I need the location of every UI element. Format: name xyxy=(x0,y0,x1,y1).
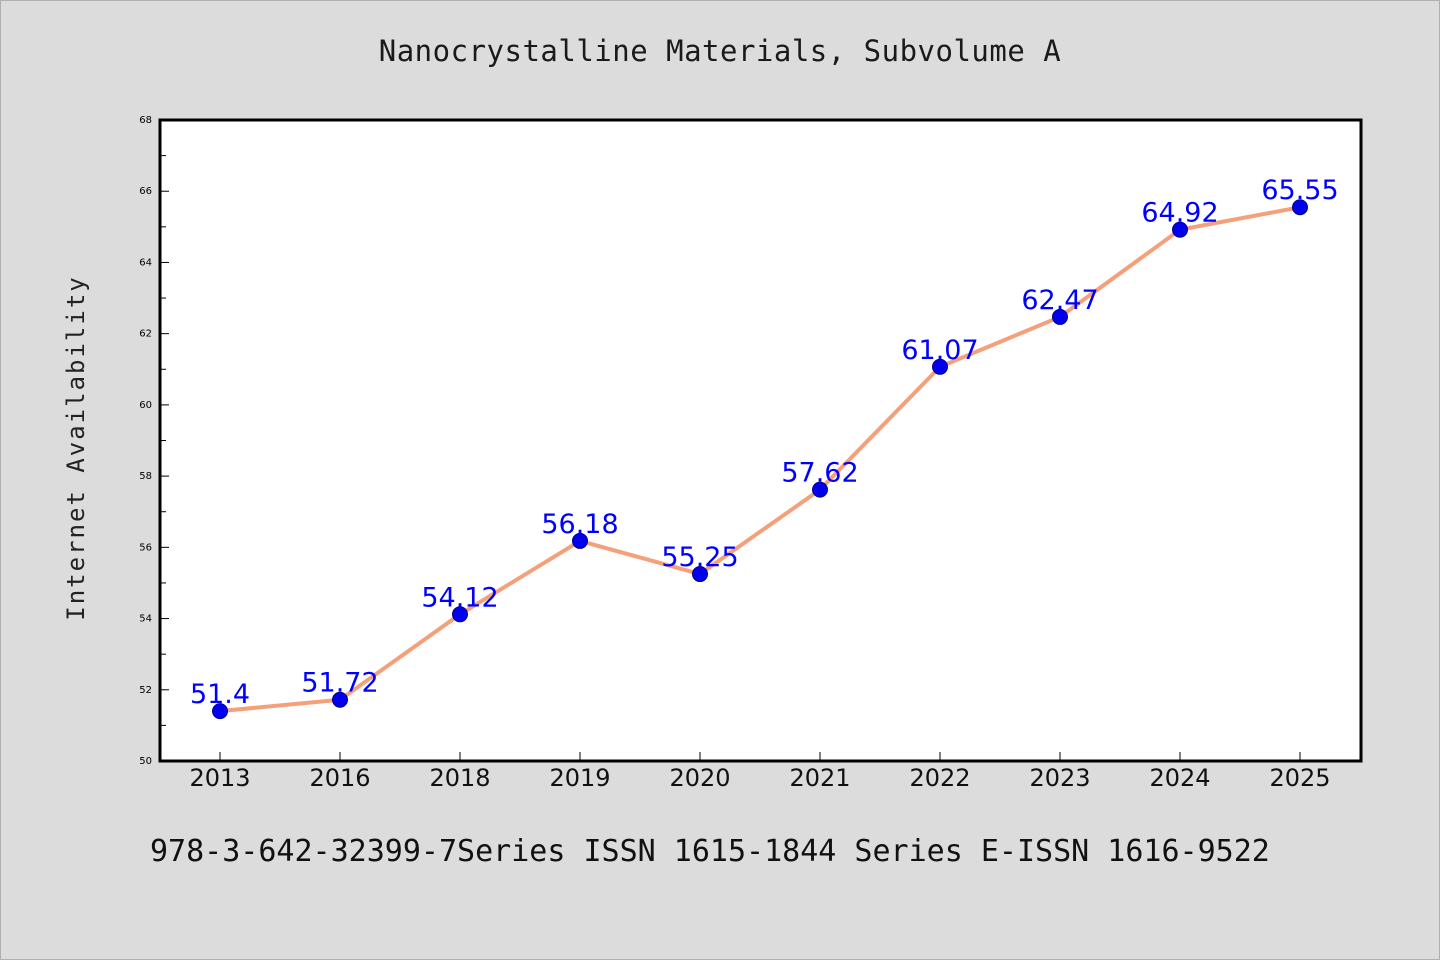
data-label: 65.55 xyxy=(1261,175,1338,206)
data-point xyxy=(572,532,588,549)
x-tick-label: 2016 xyxy=(309,764,370,792)
y-tick-label: 66 xyxy=(139,186,152,197)
data-label: 61.07 xyxy=(901,335,978,366)
series-line xyxy=(219,205,1301,714)
data-point xyxy=(1052,308,1068,325)
x-tick-label: 2019 xyxy=(549,764,610,792)
x-tick-label: 2023 xyxy=(1029,764,1090,792)
data-label: 51.72 xyxy=(301,668,378,699)
x-tick-label: 2020 xyxy=(669,764,730,792)
data-label: 55.25 xyxy=(661,542,738,573)
y-tick-label: 60 xyxy=(139,400,152,411)
data-point xyxy=(932,358,948,375)
y-tick-label: 56 xyxy=(139,542,152,553)
data-label: 54.12 xyxy=(421,582,498,613)
x-tick-label: 2018 xyxy=(429,764,490,792)
x-tick-label: 2013 xyxy=(189,764,250,792)
data-label: 64.92 xyxy=(1141,198,1218,229)
y-axis: 50 52 54 56 58 60 62 64 66 68 xyxy=(139,115,169,767)
x-tick-label: 2024 xyxy=(1149,764,1210,792)
y-tick-label: 50 xyxy=(139,756,152,767)
data-label: 56.18 xyxy=(541,509,618,540)
data-label: 62.47 xyxy=(1021,285,1098,316)
data-point xyxy=(692,566,708,583)
data-point xyxy=(1292,199,1308,216)
x-tick-label: 2021 xyxy=(789,764,850,792)
x-axis: 2013 2016 2018 2019 2020 2021 2022 2023 2024 2025 xyxy=(189,752,1331,792)
y-tick-label: 58 xyxy=(139,471,152,482)
data-point xyxy=(452,606,468,623)
y-tick-label: 64 xyxy=(139,257,152,268)
data-labels: 51.4 51.72 54.12 56.18 55.25 57.62 61.07 62.47 6… xyxy=(190,175,1339,710)
data-label: 51.4 xyxy=(190,679,250,710)
x-tick-label: 2022 xyxy=(909,764,970,792)
y-tick-label: 62 xyxy=(139,329,152,340)
data-point xyxy=(1172,221,1188,238)
y-tick-label: 52 xyxy=(139,685,152,696)
plot-area xyxy=(158,118,1363,763)
series xyxy=(212,199,1308,720)
x-tick-label: 2025 xyxy=(1269,764,1330,792)
y-tick-label: 68 xyxy=(139,115,152,126)
data-point xyxy=(212,703,228,720)
data-label: 57.62 xyxy=(781,458,858,489)
footer-isbn-issn: 978-3-642-32399-7Series ISSN 1615-1844 S… xyxy=(150,834,1270,869)
data-point xyxy=(812,481,828,498)
data-point xyxy=(332,691,348,708)
y-tick-label: 54 xyxy=(139,614,152,625)
chart-title: Nanocrystalline Materials, Subvolume A xyxy=(378,34,1062,68)
